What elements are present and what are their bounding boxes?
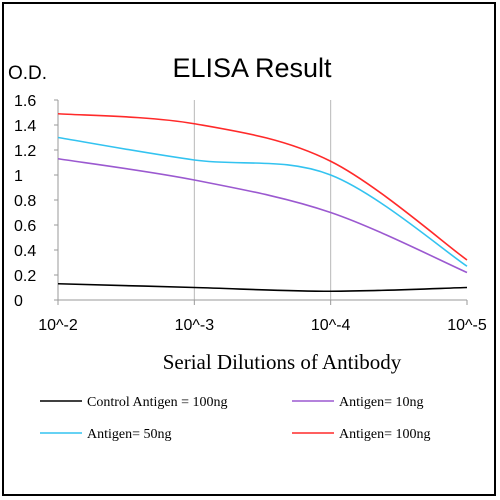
x-tick-label: 10^-2: [38, 317, 78, 334]
series-line-antigen-10ng: [57, 157, 468, 274]
grid-layer: [193, 100, 332, 300]
series-line-antigen-50ng: [57, 136, 468, 267]
legend-label-antigen-50ng: Antigen= 50ng: [87, 427, 172, 442]
x-axis-label: Serial Dilutions of Antibody: [163, 350, 402, 374]
legend: Control Antigen = 100ng Antigen= 10ng Anti…: [40, 395, 431, 442]
legend-label-control-antigen-100ng: Control Antigen = 100ng: [87, 395, 228, 410]
tick-labels-layer: 0 0.2 0.4 0.6 0.8 1 1.2 1.4 1.6 10^-2 10^-3 10^-4 10…: [14, 93, 487, 334]
axes-layer: [54, 99, 468, 305]
legend-label-antigen-10ng: Antigen= 10ng: [339, 395, 424, 410]
y-tick-label: 0.2: [14, 268, 36, 285]
series-layer: [57, 112, 468, 293]
y-axis-label: O.D.: [8, 63, 47, 84]
y-tick-label: 0.4: [14, 243, 36, 260]
y-tick-label: 1.2: [14, 143, 36, 160]
series-line-antigen-100ng: [57, 112, 468, 261]
y-tick-label: 0: [14, 293, 23, 310]
series-line-control-antigen-100ng: [57, 282, 468, 293]
chart-title: ELISA Result: [172, 53, 332, 83]
x-tick-label: 10^-5: [447, 317, 487, 334]
chart-frame: [2, 2, 496, 496]
y-tick-label: 0.6: [14, 218, 36, 235]
x-tick-label: 10^-4: [311, 317, 351, 334]
y-tick-label: 1.4: [14, 118, 36, 135]
x-tick-label: 10^-3: [175, 317, 215, 334]
legend-label-antigen-100ng: Antigen= 100ng: [339, 427, 431, 442]
y-tick-label: 0.8: [14, 193, 36, 210]
y-tick-label: 1.6: [14, 93, 36, 110]
y-tick-label: 1: [14, 168, 23, 185]
